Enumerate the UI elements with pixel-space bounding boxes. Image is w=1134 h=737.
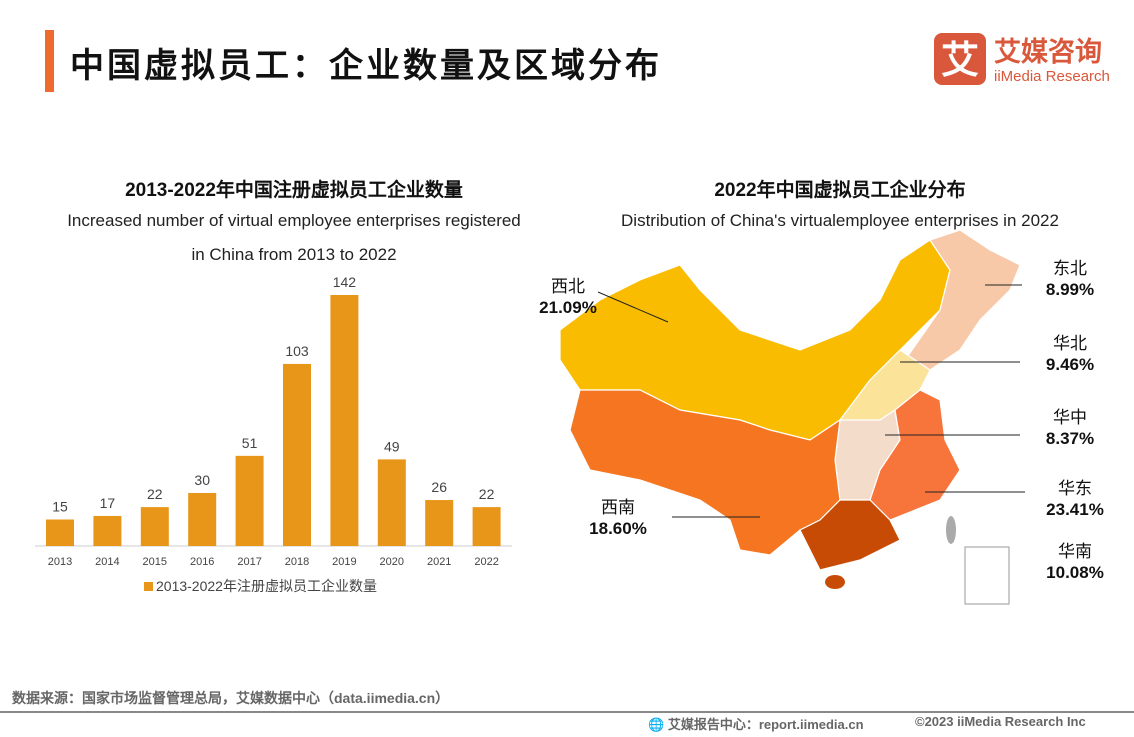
iimedia-logo: 艾 艾媒咨询 iiMedia Research <box>934 31 1124 87</box>
x-tick-label: 2016 <box>190 556 214 568</box>
leader-line <box>597 291 669 323</box>
data-label: 22 <box>479 486 495 502</box>
footer-divider <box>0 711 1134 713</box>
data-source: 数据来源：国家市场监督管理总局，艾媒数据中心（data.iimedia.cn） <box>12 690 450 706</box>
region-huadong <box>869 389 961 521</box>
bar <box>140 507 169 546</box>
copyright: ©2023 iiMedia Research Inc <box>915 714 1086 729</box>
map-label-xibei: 西北 21.09% <box>539 277 597 317</box>
bar <box>235 455 264 546</box>
china-region-map <box>559 229 1025 605</box>
region-dongbei <box>904 229 1021 371</box>
globe-cursor-icon: 🌐 <box>648 717 668 732</box>
data-label: 103 <box>285 343 309 359</box>
bar-chart: 15 2013 17 2014 22 2015 30 2016 51 2017 103 2018 142… <box>35 274 512 594</box>
data-label: 22 <box>147 486 163 502</box>
x-tick-label: 2018 <box>285 556 309 568</box>
svg-text:艾媒咨询: 艾媒咨询 <box>994 36 1102 68</box>
x-tick-label: 2015 <box>143 556 167 568</box>
south-sea-inset <box>964 546 1010 605</box>
map-label-huadong: 华东 23.41% <box>1046 479 1104 519</box>
map-label-huanan: 华南 10.08% <box>1046 542 1104 582</box>
bar <box>283 363 311 546</box>
report-center-text: 艾媒报告中心：report.iimedia.cn <box>667 717 864 732</box>
svg-text:艾: 艾 <box>941 38 979 82</box>
map-label-huabei: 华北 9.46% <box>1045 334 1095 374</box>
bar <box>46 519 74 546</box>
report-center-link[interactable]: 🌐 艾媒报告中心：report.iimedia.cn <box>648 714 864 733</box>
x-tick-label: 2019 <box>332 556 356 568</box>
x-tick-label: 2017 <box>237 556 261 568</box>
data-label: 26 <box>431 479 447 495</box>
bar <box>472 507 501 546</box>
bar <box>425 500 454 546</box>
map-label-huazhong: 华中 8.37% <box>1045 408 1095 448</box>
bar <box>93 515 122 546</box>
x-tick-label: 2014 <box>95 556 119 568</box>
region-huanan <box>799 499 901 571</box>
x-tick-label: 2022 <box>474 556 498 568</box>
map-label-xinan: 西南 18.60% <box>589 498 647 538</box>
data-label: 17 <box>100 495 116 511</box>
map-label-dongbei: 东北 8.99% <box>1045 259 1095 299</box>
legend-swatch <box>144 582 153 591</box>
svg-text:iiMedia Research: iiMedia Research <box>994 68 1110 85</box>
page-title: 中国虚拟员工：企业数量及区域分布 <box>70 47 662 85</box>
taiwan-island <box>946 516 956 544</box>
x-tick-label: 2020 <box>380 556 404 568</box>
data-label: 30 <box>194 472 210 488</box>
bar-chart-subtitle-1: Increased number of virtual employee ent… <box>67 211 521 230</box>
bar <box>330 295 359 546</box>
bar-chart-title: 2013-2022年中国注册虚拟员工企业数量 <box>125 180 463 201</box>
map-subtitle: Distribution of China's virtualemployee … <box>621 211 1059 230</box>
bar-chart-subtitle-2: in China from 2013 to 2022 <box>191 245 397 264</box>
data-label: 142 <box>333 274 357 290</box>
hainan-island <box>825 575 845 589</box>
x-tick-label: 2013 <box>48 556 72 568</box>
legend-label: 2013-2022年注册虚拟员工企业数量 <box>156 578 377 594</box>
map-title: 2022年中国虚拟员工企业分布 <box>714 180 966 201</box>
x-tick-label: 2021 <box>427 556 451 568</box>
data-label: 49 <box>384 438 400 454</box>
bar <box>377 459 406 546</box>
title-accent-bar <box>45 30 54 92</box>
bar <box>188 492 217 546</box>
data-label: 51 <box>242 435 258 451</box>
data-label: 15 <box>52 498 68 514</box>
